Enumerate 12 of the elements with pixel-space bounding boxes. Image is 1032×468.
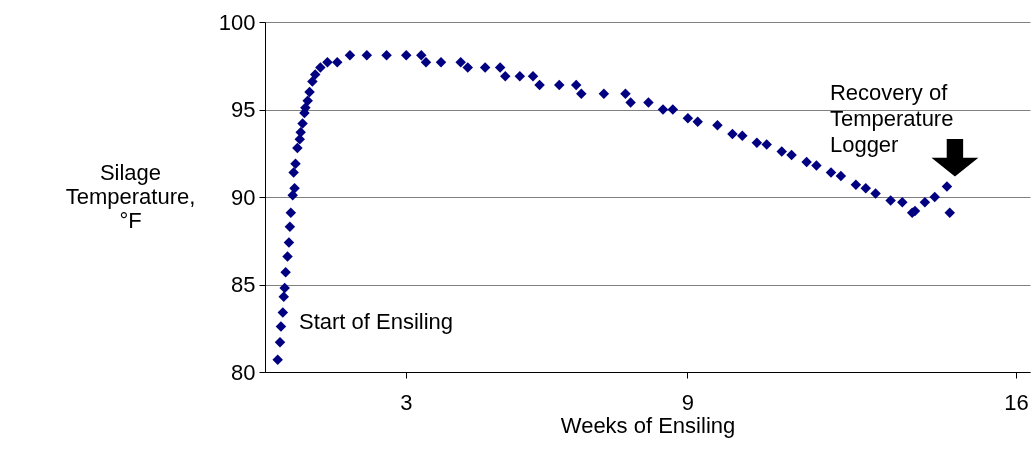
y-tick-label: 95 [231, 97, 256, 122]
annotation: Start of Ensiling [299, 309, 454, 334]
y-tick-label: 90 [231, 184, 256, 210]
x-tick-label: 9 [681, 389, 695, 415]
x-tick-label: 16 [1004, 389, 1029, 415]
x-axis-title: Weeks of Ensiling [560, 412, 736, 438]
y-axis-title: Silage Temperature, °F [65, 159, 196, 233]
x-tick-label: 3 [400, 389, 413, 415]
y-tick-label: 80 [231, 359, 256, 385]
y-tick-label: 100 [218, 9, 256, 35]
annotation: Recovery of Temperature Logger [829, 79, 954, 157]
y-tick-label: 85 [231, 272, 256, 297]
